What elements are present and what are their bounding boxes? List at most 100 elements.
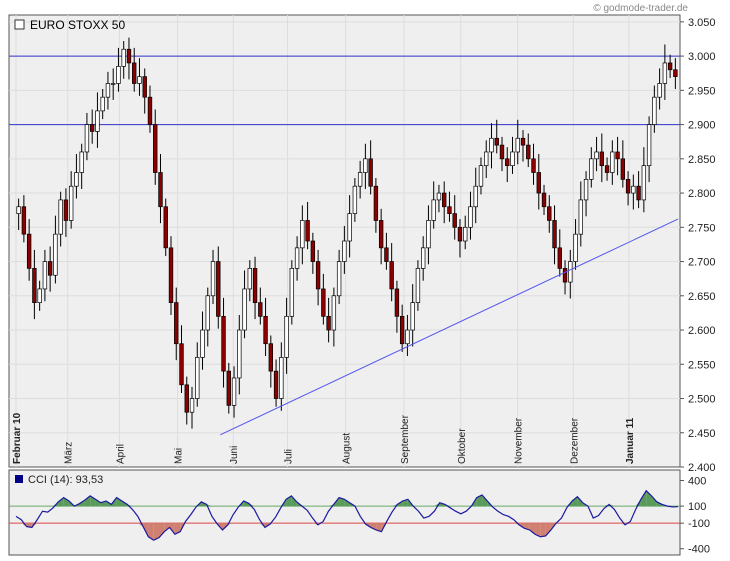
candle [216,261,221,317]
x-axis-label: März [64,442,75,464]
candle [111,83,116,85]
candle [662,62,668,84]
cci-positive-fill [58,497,64,507]
candle [132,62,137,84]
cci-y-tick-label: 400 [688,476,706,488]
candle [21,206,27,235]
candle [420,247,426,269]
candle [494,137,499,146]
candle [631,185,636,194]
candle [68,185,74,221]
price-y-tick-label: 2.500 [688,394,716,406]
price-y-tick-label: 2.700 [688,257,716,269]
x-axis-label: September [400,414,411,464]
x-axis-label: Februar 10 [12,412,23,464]
cci-label: CCI (14): 93,53 [28,474,103,486]
candle [315,261,321,290]
candle [667,62,673,71]
candle [63,199,69,221]
candle [473,185,478,208]
candle [84,124,90,153]
candle [279,357,284,399]
candle [405,329,410,345]
cci-y-tick-label: 100 [688,501,706,513]
candle [468,206,473,228]
cci-negative-fill [158,523,165,538]
candle [294,247,300,269]
candle [657,83,662,98]
cci-positive-fill [651,495,657,507]
candle [478,165,484,187]
candle [447,206,452,214]
candle [89,124,95,132]
cci-positive-fill [482,495,488,507]
cci-y-axis: 400 100 -100 -400 [680,476,710,556]
candle [499,144,505,160]
candle [568,261,573,283]
candle [442,192,447,208]
candle [231,377,237,406]
candle [378,220,384,249]
candle [578,199,583,235]
cci-positive-fill [476,495,483,507]
price-y-tick-label: 2.400 [688,462,716,474]
horizontal-resistance-lines [9,55,680,126]
x-axis-label: Juli [284,449,295,464]
candle [100,96,105,112]
candle [363,158,368,173]
candle [258,302,263,317]
cci-line [15,489,679,541]
candle [37,288,42,303]
candle [347,213,352,242]
candle [557,247,562,269]
candle [431,199,436,221]
candle [342,240,347,262]
candle [126,48,132,64]
candle [95,110,100,132]
cci-negative-fill [164,523,170,532]
candle [174,302,179,345]
candle [394,288,400,317]
cci-y-tick-label: -100 [688,518,710,530]
trendline [220,218,679,436]
candle [583,179,589,201]
price-series [16,37,678,429]
candle [53,233,58,276]
cci-positive-fill [95,499,101,507]
cci-positive-fill [344,499,350,507]
candle [636,185,641,201]
price-y-tick-label: 2.800 [688,188,716,200]
candle [620,158,626,180]
candle [510,151,515,167]
candle [142,76,147,98]
candle [384,247,389,262]
candle [520,137,526,146]
cci-positive-fill [206,504,212,507]
candle [105,83,111,98]
candle [289,268,295,317]
candle [168,247,174,303]
candle [326,315,331,331]
candle [137,76,142,84]
candle [505,158,510,167]
candle [652,96,657,125]
candle [263,315,268,345]
price-y-tick-label: 2.950 [688,85,716,97]
candle [116,66,121,84]
cci-negative-fill [535,523,541,537]
candle [226,370,231,406]
cci-y-tick-label: -400 [688,544,710,556]
candle [552,220,557,249]
price-gridlines [9,15,680,467]
candle [205,295,210,331]
x-axis-label: November [514,417,525,464]
candle [463,226,468,242]
cci-positive-fill [572,496,578,507]
price-y-tick-label: 2.750 [688,222,716,234]
candle [368,158,373,187]
candle [484,151,489,167]
candle [305,220,310,242]
candle [237,329,242,379]
candle [373,185,379,221]
